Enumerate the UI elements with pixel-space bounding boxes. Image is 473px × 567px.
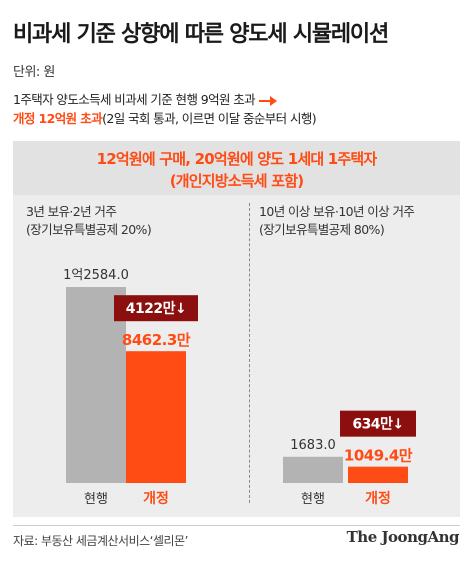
chart2-value-revised: 1049.4만 — [344, 447, 413, 465]
panel-title-line1: 12억원에 구매, 20억원에 양도 1세대 1주택자 — [96, 150, 378, 168]
note-revised-rest: (2일 국회 통과, 이르면 이달 중순부터 시행) — [102, 111, 317, 126]
chart1-difference-badge — [114, 295, 198, 322]
chart2-difference-badge — [340, 410, 416, 437]
chart2-value-current: 1683.0 — [290, 438, 336, 453]
arrow-right-icon — [259, 95, 279, 106]
chart2-difference-label: 634만↓ — [352, 417, 403, 433]
chart2-category-revised: 개정 — [365, 490, 391, 507]
chart1-value-current: 1억2584.0 — [63, 268, 129, 283]
chart1-category-current: 현행 — [84, 491, 108, 507]
chart1-bar-revised — [126, 351, 186, 483]
unit-label: 단위: 원 — [13, 65, 55, 80]
chart2-bar-current — [283, 456, 343, 483]
chart1-category-revised: 개정 — [143, 490, 169, 507]
chart1-value-revised: 8462.3만 — [122, 331, 191, 349]
note-current-threshold: 1주택자 양도소득세 비과세 기준 현행 9억원 초과 — [13, 89, 279, 108]
chart1-subtitle: 3년 보유·2년 거주 (장기보유특별공제 20%) — [26, 203, 152, 239]
panel-divider — [249, 203, 250, 503]
brand-logo: The JoongAng — [346, 528, 460, 546]
source-note: 자료: 부동산 세금계산서비스‘셀리몬’ — [13, 534, 188, 548]
panel-title-line2: (개인지방소득세 포함) — [169, 172, 304, 190]
chart2-category-current: 현행 — [301, 491, 325, 507]
chart2-subtitle-line2: (장기보유특별공제 80%) — [259, 222, 385, 237]
chart1-subtitle-line2: (장기보유특별공제 20%) — [26, 222, 152, 237]
footer-divider — [13, 525, 460, 526]
chart2-subtitle-line1: 10년 이상 보유·10년 이상 거주 — [259, 204, 415, 219]
panel-header: 12억원에 구매, 20억원에 양도 1세대 1주택자 (개인지방소득세 포함) — [13, 141, 460, 195]
note-current-text: 1주택자 양도소득세 비과세 기준 현행 9억원 초과 — [13, 92, 256, 107]
note-revised-highlight: 개정 12억원 초과 — [13, 111, 103, 126]
chart1-subtitle-line1: 3년 보유·2년 거주 — [26, 204, 117, 219]
chart2-bar-revised — [348, 466, 408, 483]
chart2-subtitle: 10년 이상 보유·10년 이상 거주 (장기보유특별공제 80%) — [259, 203, 415, 239]
chart1-difference-label: 4122만↓ — [126, 301, 187, 317]
note-revised-threshold: 개정 12억원 초과(2일 국회 통과, 이르면 이달 중순부터 시행) — [13, 108, 317, 127]
page-title: 비과세 기준 상향에 따른 양도세 시뮬레이션 — [13, 22, 389, 47]
